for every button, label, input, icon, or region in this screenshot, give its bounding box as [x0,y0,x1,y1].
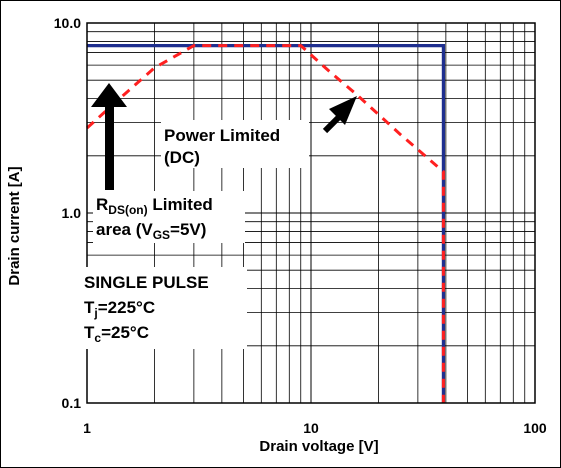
power-limited-bg [161,120,309,168]
rds-limited-label: RDS(on) Limited [96,195,213,217]
x-tick-label: 10 [303,420,319,436]
y-axis-title: Drain current [A] [6,166,23,285]
single-pulse-label: SINGLE PULSE [84,273,209,292]
power-limited-label: Power Limited [164,126,280,145]
y-tick-label: 10.0 [54,15,81,31]
series-layer [85,43,445,403]
power-limited-dc-label: (DC) [164,148,200,167]
y-tick-label: 0.1 [62,395,82,411]
tc-label: Tc=25°C [84,323,149,345]
rds-limited-bg [93,191,245,243]
x-tick-label: 1 [83,420,91,436]
grid [87,23,535,403]
rds-area-label: area (VGS=5V) [96,220,206,242]
tj-label: Tj=225°C [84,298,155,320]
power-limit-dashed-line [85,44,445,403]
single-pulse-bg [81,267,247,349]
tick-labels: 1 10 100 10.0 1.0 0.1 [54,15,547,436]
x-tick-label: 100 [523,420,547,436]
diagonal-arrow [322,96,357,134]
up-arrow [91,83,127,190]
plot-border [86,22,536,404]
y-tick-label: 1.0 [62,205,82,221]
x-axis-title: Drain voltage [V] [259,438,378,455]
annotation-layer: Power Limited (DC) RDS(on) Limited area … [81,83,357,349]
